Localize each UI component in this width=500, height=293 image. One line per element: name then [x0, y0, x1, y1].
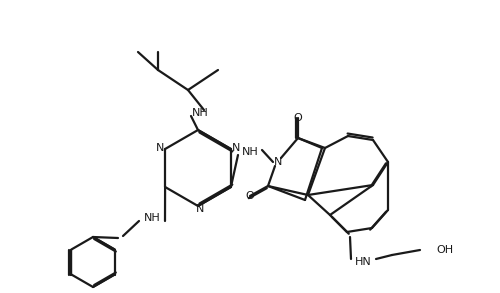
Text: NH: NH	[242, 147, 258, 157]
Text: HN: HN	[354, 257, 372, 267]
Text: N: N	[156, 143, 164, 153]
Text: N: N	[274, 157, 282, 167]
Text: O: O	[294, 113, 302, 123]
Text: NH: NH	[192, 108, 208, 118]
Text: NH: NH	[144, 213, 160, 223]
Text: OH: OH	[436, 245, 454, 255]
Text: N: N	[232, 143, 240, 153]
Text: N: N	[196, 204, 204, 214]
Text: O: O	[246, 191, 254, 201]
